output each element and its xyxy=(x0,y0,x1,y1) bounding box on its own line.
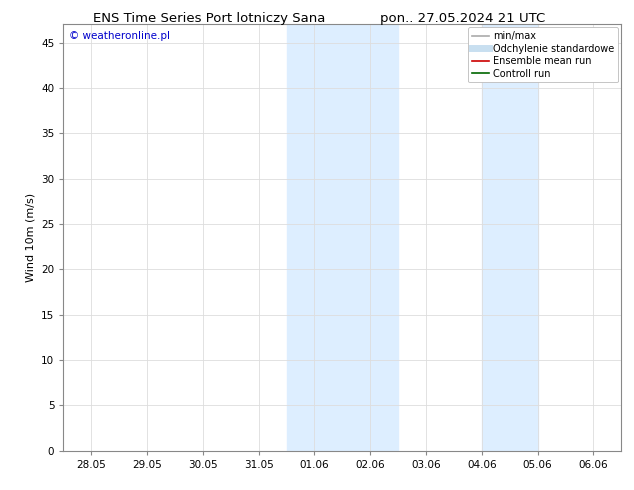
Bar xyxy=(482,24,538,451)
Bar xyxy=(287,24,398,451)
Y-axis label: Wind 10m (m/s): Wind 10m (m/s) xyxy=(25,193,36,282)
Text: © weatheronline.pl: © weatheronline.pl xyxy=(69,31,170,41)
Legend: min/max, Odchylenie standardowe, Ensemble mean run, Controll run: min/max, Odchylenie standardowe, Ensembl… xyxy=(468,27,618,82)
Text: pon.. 27.05.2024 21 UTC: pon.. 27.05.2024 21 UTC xyxy=(380,12,545,25)
Text: ENS Time Series Port lotniczy Sana: ENS Time Series Port lotniczy Sana xyxy=(93,12,325,25)
